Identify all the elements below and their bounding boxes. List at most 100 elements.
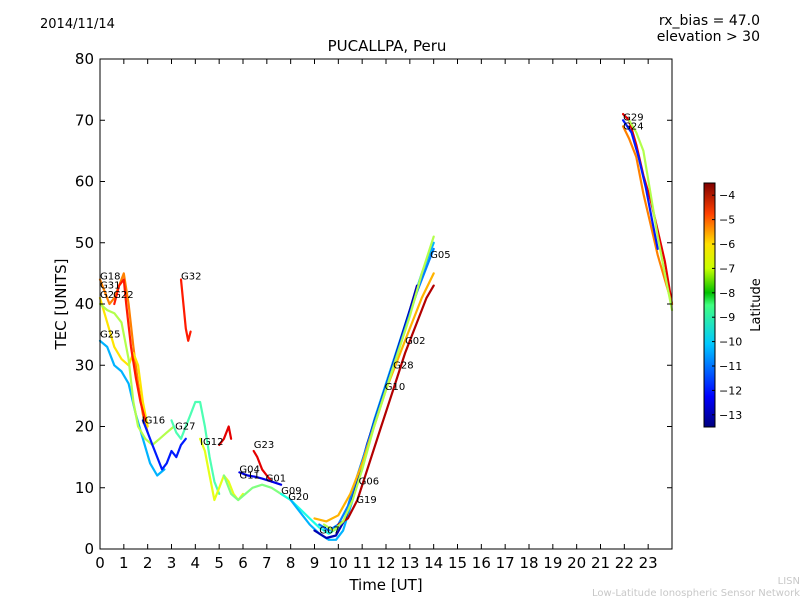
satellite-label-G07: G07 xyxy=(319,526,339,537)
series-G12b xyxy=(218,425,233,446)
satellite-label-G05: G05 xyxy=(430,250,450,261)
x-tick-label: 4 xyxy=(191,554,201,572)
rx-bias-label: rx_bias = 47.0 xyxy=(658,13,760,29)
x-tick-label: 13 xyxy=(400,554,419,572)
series-G27 xyxy=(170,400,221,495)
x-tick-label: 5 xyxy=(214,554,224,572)
satellite-label-G22: G22 xyxy=(113,290,133,301)
series-G02 xyxy=(337,284,435,526)
satellite-label-G27: G27 xyxy=(175,422,195,433)
y-tick-label: 80 xyxy=(75,50,94,68)
satellite-label-G19: G19 xyxy=(356,495,376,506)
x-tick-label: 15 xyxy=(448,554,467,572)
colorbar-tick-label: −9 xyxy=(719,311,735,324)
satellite-label-G04: G04 xyxy=(239,464,259,475)
satellite-label-G20: G20 xyxy=(288,492,308,503)
x-tick-label: 9 xyxy=(310,554,320,572)
colorbar-tick-label: −11 xyxy=(719,360,742,373)
colorbar-tick-label: −6 xyxy=(719,238,735,251)
y-tick-label: 70 xyxy=(75,111,94,129)
colorbar-tick-label: −8 xyxy=(719,287,735,300)
series-G23 xyxy=(252,449,273,483)
series-G22 xyxy=(113,278,147,422)
x-tick-label: 6 xyxy=(238,554,248,572)
x-tick-label: 18 xyxy=(519,554,538,572)
satellite-label-IG16: IG16 xyxy=(142,415,165,426)
x-tick-label: 16 xyxy=(472,554,491,572)
colorbar xyxy=(703,182,716,428)
colorbar-ticks: −4 −5 −6 −7 −8 −9 −10 −11 −12 −13 xyxy=(712,189,742,422)
colorbar-tick-label: −7 xyxy=(719,262,735,275)
satellite-label-G09: G09 xyxy=(281,486,301,497)
x-tick-label: 22 xyxy=(615,554,634,572)
series-G11 xyxy=(222,474,292,502)
series-G16 xyxy=(141,419,187,471)
series-G32 xyxy=(179,278,192,342)
satellite-label-G11: G11 xyxy=(239,471,259,482)
y-tick-label: 20 xyxy=(75,418,94,436)
satellite-label-G10: G10 xyxy=(385,382,405,393)
x-tick-label: 8 xyxy=(286,554,296,572)
x-tick-label: 23 xyxy=(639,554,658,572)
x-tick-label: 3 xyxy=(167,554,177,572)
series-G04 xyxy=(238,471,283,486)
satellite-label-G18: G18 xyxy=(100,272,120,283)
y-axis-label: TEC [UNITS] xyxy=(52,259,70,351)
colorbar-tick-label: −4 xyxy=(719,189,735,202)
satellite-label-G24: G24 xyxy=(623,121,643,132)
date-label: 2014/11/14 xyxy=(40,17,115,32)
chart-title: PUCALLPA, Peru xyxy=(0,37,800,55)
satellite-label-G23: G23 xyxy=(254,440,274,451)
plot-params: rx_bias = 47.0 elevation > 30 xyxy=(657,13,760,45)
footer-org-long: Low-Latitude Ionospheric Sensor Network xyxy=(592,588,800,599)
x-tick-label: 19 xyxy=(543,554,562,572)
elevation-label: elevation > 30 xyxy=(656,29,760,45)
series-G24b xyxy=(628,119,674,312)
y-tick-label: 60 xyxy=(75,173,94,191)
x-tick-label: 17 xyxy=(496,554,515,572)
satellite-label-G29: G29 xyxy=(623,112,643,123)
colorbar-tick-label: −10 xyxy=(719,336,742,349)
x-tick-label: 1 xyxy=(119,554,129,572)
series-layer xyxy=(98,113,674,541)
series-G25b xyxy=(98,302,175,446)
colorbar-tick-label: −5 xyxy=(719,214,735,227)
x-tick-label: 10 xyxy=(329,554,348,572)
x-tick-label: 12 xyxy=(376,554,395,572)
x-tick-label: 11 xyxy=(353,554,372,572)
satellite-label-IG12: IG12 xyxy=(200,437,223,448)
x-tick-label: 0 xyxy=(95,554,105,572)
y-tick-label: 50 xyxy=(75,234,94,252)
series-G29b xyxy=(622,119,659,250)
satellite-label-G01: G01 xyxy=(266,474,286,485)
x-axis-label: Time [UT] xyxy=(348,576,422,594)
satellite-label-G2: G2 xyxy=(100,290,114,301)
chart-title-text: PUCALLPA, Peru xyxy=(327,37,447,55)
y-tick-label: 30 xyxy=(75,356,94,374)
y-tick-label: 10 xyxy=(75,479,94,497)
satellite-label-G28: G28 xyxy=(393,360,413,371)
series-G31 xyxy=(98,296,149,428)
satellite-label-G02: G02 xyxy=(405,336,425,347)
series-G12 xyxy=(199,437,245,502)
footer-org-short: LISN xyxy=(777,576,800,587)
axis-layer: 0 1 2 3 4 5 6 7 8 9 10 11 12 13 14 15 16 17 18 19 20 21 22 2301… xyxy=(75,50,672,572)
series-G24 xyxy=(622,125,674,306)
satellite-label-G31: G31 xyxy=(100,281,120,292)
series-G05 xyxy=(322,235,435,532)
satellite-label-G25: G25 xyxy=(100,330,120,341)
colorbar-tick-label: −12 xyxy=(719,384,742,397)
colorbar-tick-label: −13 xyxy=(719,409,742,422)
satellite-label-G06: G06 xyxy=(359,477,379,488)
x-tick-label: 7 xyxy=(262,554,272,572)
satellite-label-G32: G32 xyxy=(181,272,201,283)
y-tick-label: 40 xyxy=(75,295,94,313)
plot-frame xyxy=(99,58,673,550)
x-tick-label: 20 xyxy=(567,554,586,572)
colorbar-label: Latitude xyxy=(749,278,764,332)
x-tick-label: 21 xyxy=(591,554,610,572)
x-tick-label: 2 xyxy=(143,554,153,572)
x-tick-label: 14 xyxy=(424,554,443,572)
